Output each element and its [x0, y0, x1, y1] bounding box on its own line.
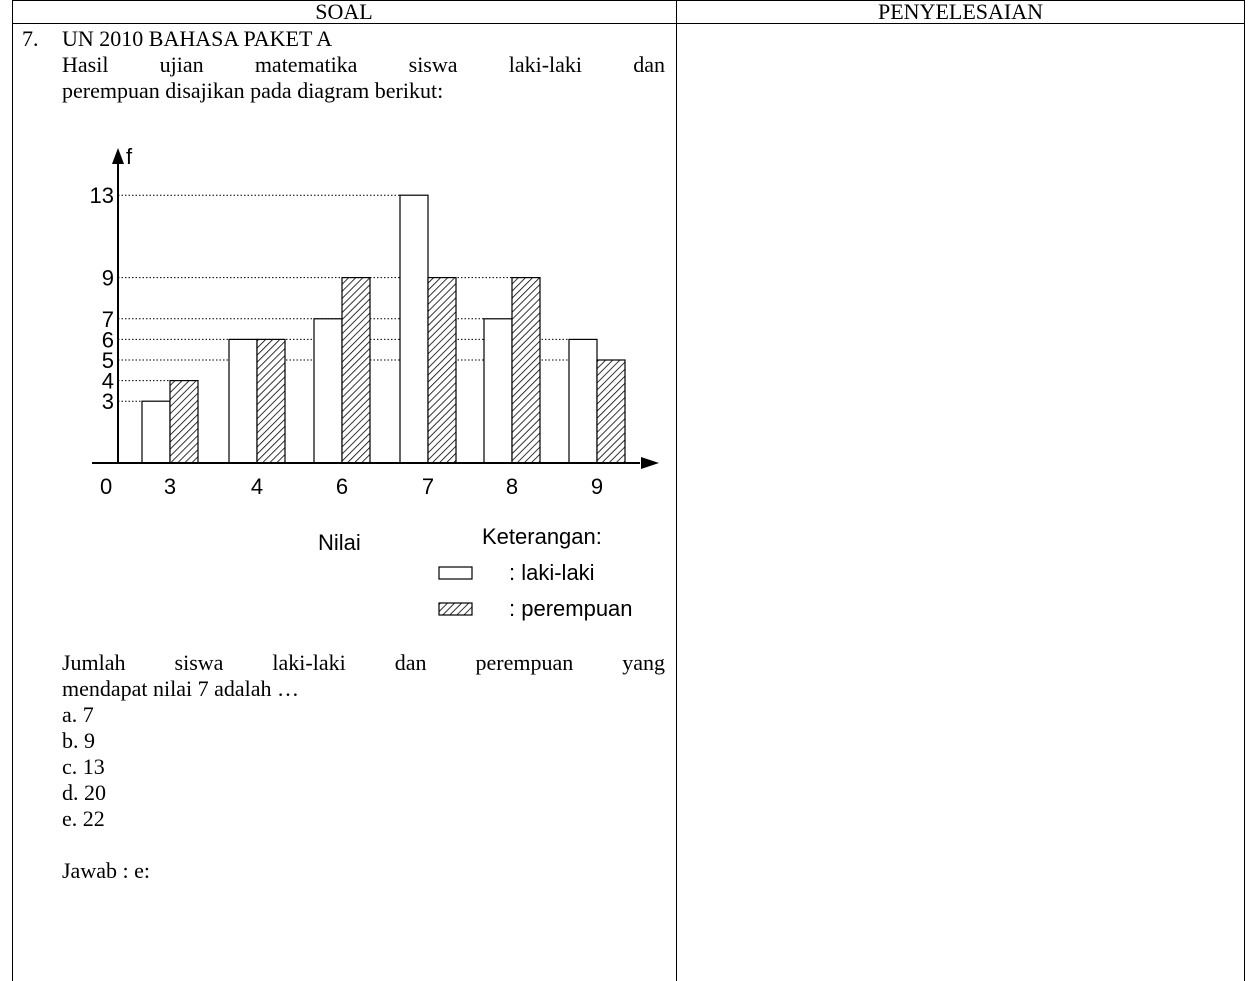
option-c: c. 13 [62, 754, 105, 779]
bar-perempuan-4 [256, 338, 286, 464]
table-top-border [12, 0, 1245, 1]
x-tick-label: 9 [591, 474, 603, 499]
option-e: e. 22 [62, 806, 105, 831]
question-prompt-line1: Jumlah siswa laki-laki dan perempuan yan… [62, 650, 665, 675]
bar-perempuan-8 [511, 277, 541, 464]
question-number: 7. [22, 26, 39, 51]
bar-perempuan-6 [341, 277, 371, 464]
x-tick-label: 4 [251, 474, 263, 499]
legend-swatch-laki-laki [438, 566, 473, 580]
y-axis-arrow-icon [112, 148, 124, 164]
bar-chart: f 0 Nilai Keterangan: : laki-laki : pere… [90, 144, 659, 621]
y-tick-label: 13 [90, 183, 114, 208]
y-tick-label: 6 [102, 327, 114, 352]
legend-title: Keterangan: [482, 524, 602, 549]
bar-laki-laki-4 [228, 338, 258, 464]
x-axis-arrow-icon [641, 457, 659, 469]
y-tick-label: 3 [102, 389, 114, 414]
question-title: UN 2010 BAHASA PAKET A [62, 26, 333, 51]
bar-laki-laki-8 [483, 318, 513, 464]
header-penyelesaian: PENYELESAIAN [878, 0, 1043, 24]
y-tick-label: 7 [102, 307, 114, 332]
header-soal: SOAL [315, 0, 373, 24]
x-tick-label: 3 [164, 474, 176, 499]
bar-perempuan-3 [169, 380, 199, 464]
question-intro-line1: Hasil ujian matematika siswa laki-laki d… [62, 52, 665, 77]
y-tick-label: 4 [102, 369, 114, 394]
x-axis-label: Nilai [318, 530, 361, 555]
legend-swatch-perempuan [438, 602, 473, 616]
x-tick-label: 8 [506, 474, 518, 499]
worksheet: SOAL PENYELESAIAN 7. UN 2010 BAHASA PAKE… [12, 0, 1245, 981]
bar-laki-laki-3 [141, 400, 171, 464]
question-intro-line2: perempuan disajikan pada diagram berikut… [62, 78, 444, 103]
y-tick-label: 9 [102, 266, 114, 291]
column-divider [676, 0, 677, 981]
x-tick-label: 6 [336, 474, 348, 499]
bar-perempuan-7 [427, 277, 457, 464]
y-axis-label: f [126, 144, 133, 169]
option-a: a. 7 [62, 702, 94, 727]
table-right-border [1244, 0, 1245, 981]
y-tick-label: 5 [102, 348, 114, 373]
legend-label-laki-laki: : laki-laki [509, 560, 595, 585]
x-tick-label: 7 [422, 474, 434, 499]
legend-label-perempuan: : perempuan [509, 596, 633, 621]
option-d: d. 20 [62, 780, 106, 805]
answer-text: Jawab : e: [62, 858, 150, 883]
bar-perempuan-9 [596, 359, 626, 464]
bar-laki-laki-9 [568, 338, 598, 464]
bar-laki-laki-7 [399, 194, 429, 464]
header-bottom-border [12, 23, 1245, 24]
origin-label: 0 [100, 474, 112, 499]
question-prompt-line2: mendapat nilai 7 adalah … [62, 676, 300, 701]
table-left-border [12, 0, 13, 981]
option-b: b. 9 [62, 728, 95, 753]
bar-laki-laki-6 [313, 318, 343, 464]
